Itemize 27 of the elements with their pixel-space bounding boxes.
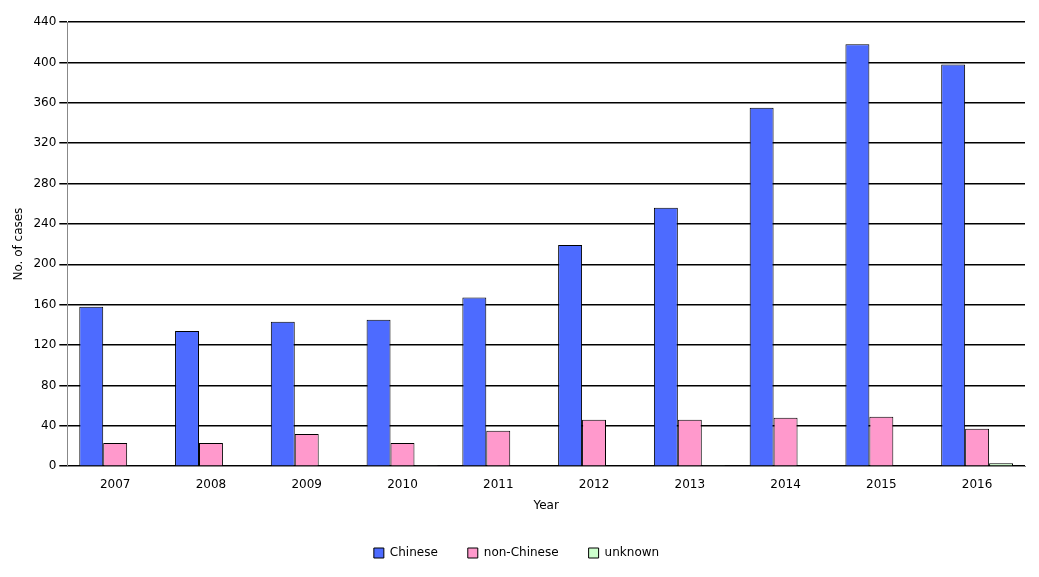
y-tick-label: 40: [41, 417, 57, 432]
y-tick-label: 280: [33, 175, 57, 190]
x-tick-label: 2009: [291, 476, 322, 491]
y-tick-label: 400: [33, 54, 57, 69]
x-tick-label: 2014: [770, 476, 801, 491]
x-tick-label: 2012: [578, 476, 610, 491]
x-tick-label: 2013: [674, 476, 706, 491]
x-tick-label: 2007: [99, 476, 131, 491]
y-tick-label: 160: [33, 296, 57, 311]
y-tick-label: 0: [48, 458, 57, 473]
y-tick-label: 440: [33, 14, 57, 29]
y-tick-label: 200: [33, 256, 57, 271]
y-axis-title: No. of cases: [11, 207, 26, 281]
y-tick-label: 120: [33, 337, 57, 352]
legend-label: Chinese: [389, 545, 438, 560]
legend-label: non-Chinese: [483, 545, 559, 560]
y-tick-label: 80: [41, 377, 57, 392]
x-tick-label: 2010: [387, 476, 418, 491]
y-tick-label: 360: [33, 94, 57, 109]
y-tick-label: 240: [33, 216, 57, 231]
x-tick-label: 2015: [866, 476, 897, 491]
legend-label: unknown: [604, 545, 660, 560]
y-tick-label: 320: [33, 135, 57, 150]
x-axis-title: Year: [532, 497, 559, 512]
x-tick-label: 2016: [961, 476, 993, 491]
x-tick-label: 2008: [195, 476, 227, 491]
x-tick-label: 2011: [482, 476, 514, 491]
